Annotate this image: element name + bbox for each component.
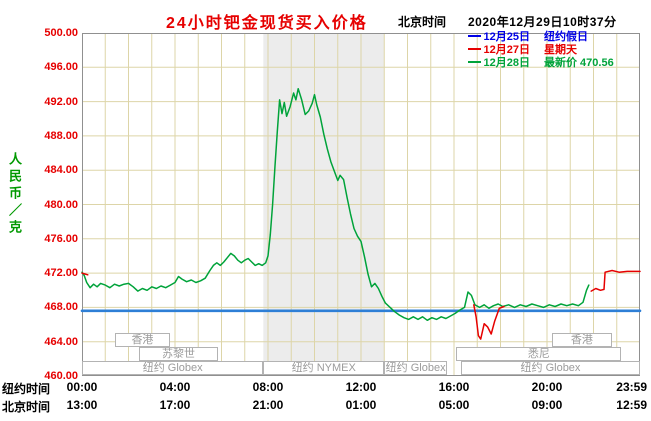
y-axis-tick: 500.00 — [44, 27, 78, 39]
legend-item: 12月25日 纽约假日 — [467, 29, 640, 43]
beijing-time-label: 北京时间 — [398, 15, 447, 29]
session-label: 苏黎世 — [138, 347, 218, 361]
session-label: 纽约 Globex — [384, 361, 448, 375]
legend-date: 12月27日 — [483, 43, 530, 56]
y-axis-unit-label: 人民币／克 — [7, 152, 22, 237]
legend-note: 纽约假日 — [544, 30, 588, 43]
legend-line-sample-icon — [467, 47, 481, 50]
legend-note: 星期天 — [544, 43, 577, 56]
beijing-time-value: 2020年12月29日10时37分 — [468, 15, 617, 29]
page-title: 24小时钯金现货买入价格 — [166, 15, 368, 32]
session-label: 香港 — [114, 333, 171, 347]
chart-legend: 12月25日 纽约假日 12月27日 星期天 12月28日 最新价 470.56 — [467, 29, 640, 69]
legend-item: 12月27日 星期天 — [467, 42, 640, 56]
session-label: 纽约 Globex — [460, 361, 640, 375]
y-axis-tick: 492.00 — [44, 95, 78, 108]
x-axis-tick: 20:00 — [531, 380, 563, 394]
legend-line-sample-icon — [467, 34, 481, 37]
y-axis-tick: 460.00 — [44, 370, 78, 382]
x-axis-timezone-label: 纽约时间 — [2, 382, 51, 396]
x-axis-tick: 17:00 — [159, 398, 191, 412]
session-label: 悉尼 — [456, 347, 622, 361]
legend-note: 最新价 470.56 — [544, 56, 614, 69]
x-axis-tick: 05:00 — [438, 398, 470, 412]
x-axis-tick: 08:00 — [252, 380, 284, 394]
y-axis-tick: 476.00 — [44, 232, 78, 245]
y-axis-tick: 480.00 — [44, 198, 78, 211]
x-axis-timezone-label: 北京时间 — [2, 400, 51, 414]
y-axis-tick: 468.00 — [44, 301, 78, 314]
y-axis-tick: 488.00 — [44, 129, 78, 142]
y-axis-tick: 484.00 — [44, 164, 78, 177]
x-axis-row: 北京时间 13:00 17:00 21:00 01:00 05:00 09:00 12:59 — [0, 398, 651, 414]
x-axis-tick: 16:00 — [438, 380, 470, 394]
session-label: 纽约 Globex — [82, 361, 264, 375]
y-axis-tick: 464.00 — [44, 335, 78, 348]
x-axis-tick: 12:00 — [345, 380, 377, 394]
legend-item: 12月28日 最新价 470.56 — [467, 55, 640, 69]
x-axis-tick: 00:00 — [66, 380, 98, 394]
x-axis-tick: 04:00 — [159, 380, 191, 394]
legend-date: 12月25日 — [483, 30, 530, 43]
x-axis-tick: 23:59 — [616, 380, 647, 394]
chart-grid — [82, 33, 640, 376]
x-axis-tick: 01:00 — [345, 398, 377, 412]
x-axis-tick: 13:00 — [66, 398, 98, 412]
y-axis-tick: 472.00 — [44, 267, 78, 280]
x-axis-row: 纽约时间 00:00 04:00 08:00 12:00 16:00 20:00 23:59 — [0, 380, 651, 396]
legend-line-sample-icon — [467, 60, 481, 63]
session-label: 纽约 NYMEX — [263, 361, 385, 375]
y-axis-tick: 496.00 — [44, 61, 78, 74]
x-axis-tick: 12:59 — [616, 398, 647, 412]
x-axis-tick: 21:00 — [252, 398, 284, 412]
session-label: 香港 — [551, 333, 613, 347]
legend-date: 12月28日 — [483, 56, 530, 69]
x-axis-tick: 09:00 — [531, 398, 563, 412]
